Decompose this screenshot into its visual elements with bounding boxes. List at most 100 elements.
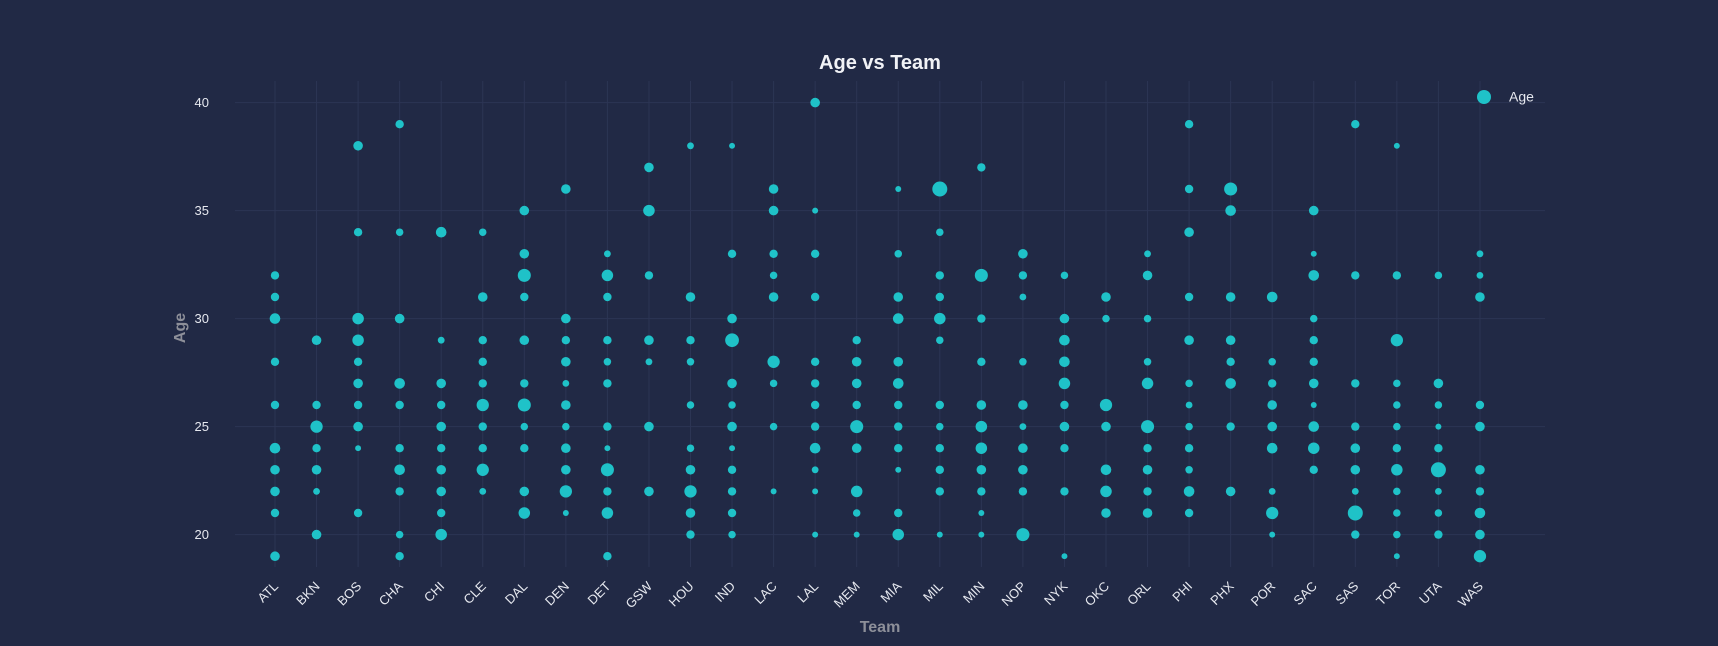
- data-point[interactable]: [1266, 442, 1278, 454]
- data-point[interactable]: [520, 379, 529, 388]
- data-point[interactable]: [729, 142, 736, 149]
- data-point[interactable]: [936, 336, 944, 344]
- data-point[interactable]: [562, 422, 570, 431]
- data-point[interactable]: [270, 486, 280, 497]
- data-point[interactable]: [1184, 184, 1194, 194]
- data-point[interactable]: [1350, 443, 1361, 453]
- data-point[interactable]: [476, 398, 489, 412]
- data-point[interactable]: [352, 334, 364, 346]
- data-point[interactable]: [559, 485, 572, 498]
- data-point[interactable]: [1185, 422, 1193, 431]
- data-point[interactable]: [437, 444, 446, 453]
- data-point[interactable]: [1184, 335, 1194, 345]
- data-point[interactable]: [1143, 358, 1152, 366]
- data-point[interactable]: [686, 401, 695, 409]
- data-point[interactable]: [562, 510, 569, 516]
- data-point[interactable]: [1225, 335, 1236, 345]
- data-point[interactable]: [1309, 465, 1318, 474]
- data-point[interactable]: [643, 204, 655, 217]
- data-point[interactable]: [603, 552, 612, 561]
- data-point[interactable]: [310, 420, 323, 433]
- data-point[interactable]: [1393, 142, 1400, 149]
- data-point[interactable]: [1392, 271, 1402, 280]
- data-point[interactable]: [894, 400, 903, 410]
- data-point[interactable]: [436, 378, 446, 389]
- data-point[interactable]: [895, 466, 902, 473]
- data-point[interactable]: [1142, 270, 1153, 281]
- data-point[interactable]: [1308, 378, 1319, 389]
- data-point[interactable]: [520, 444, 529, 453]
- data-point[interactable]: [1141, 377, 1154, 390]
- data-point[interactable]: [1142, 508, 1153, 518]
- data-point[interactable]: [601, 269, 614, 282]
- data-point[interactable]: [935, 444, 944, 453]
- data-point[interactable]: [1308, 421, 1320, 432]
- data-point[interactable]: [1184, 292, 1194, 302]
- data-point[interactable]: [1059, 313, 1070, 324]
- data-point[interactable]: [1184, 120, 1194, 129]
- data-point[interactable]: [1059, 334, 1070, 346]
- data-point[interactable]: [1183, 486, 1195, 497]
- data-point[interactable]: [1269, 531, 1276, 538]
- data-point[interactable]: [1019, 358, 1027, 366]
- data-point[interactable]: [932, 181, 948, 197]
- data-point[interactable]: [436, 486, 446, 497]
- data-point[interactable]: [353, 357, 363, 366]
- data-point[interactable]: [1143, 444, 1152, 453]
- data-point[interactable]: [1434, 401, 1443, 409]
- data-point[interactable]: [355, 445, 362, 452]
- data-point[interactable]: [1393, 553, 1400, 560]
- data-point[interactable]: [1393, 530, 1401, 539]
- data-point[interactable]: [810, 379, 820, 388]
- data-point[interactable]: [1350, 465, 1361, 475]
- data-point[interactable]: [1308, 270, 1320, 281]
- data-point[interactable]: [437, 508, 446, 518]
- data-point[interactable]: [769, 271, 778, 280]
- data-point[interactable]: [1435, 423, 1442, 430]
- data-point[interactable]: [1018, 400, 1028, 410]
- data-point[interactable]: [1225, 378, 1236, 389]
- data-point[interactable]: [353, 421, 363, 432]
- data-point[interactable]: [894, 422, 903, 431]
- data-point[interactable]: [519, 205, 530, 216]
- data-point[interactable]: [353, 141, 363, 151]
- data-point[interactable]: [353, 508, 363, 518]
- data-point[interactable]: [561, 400, 571, 410]
- data-point[interactable]: [395, 487, 404, 496]
- data-point[interactable]: [1309, 336, 1318, 345]
- data-point[interactable]: [1308, 205, 1319, 216]
- data-point[interactable]: [436, 421, 446, 432]
- data-point[interactable]: [520, 422, 529, 431]
- data-point[interactable]: [1476, 250, 1484, 258]
- data-point[interactable]: [812, 531, 819, 538]
- data-point[interactable]: [1224, 182, 1238, 196]
- data-point[interactable]: [1016, 528, 1030, 542]
- data-point[interactable]: [311, 335, 322, 345]
- data-point[interactable]: [1060, 400, 1069, 410]
- data-point[interactable]: [520, 292, 529, 302]
- data-point[interactable]: [1430, 462, 1446, 478]
- data-point[interactable]: [476, 463, 489, 476]
- data-point[interactable]: [974, 268, 988, 282]
- data-point[interactable]: [1267, 400, 1277, 410]
- data-point[interactable]: [437, 400, 446, 410]
- data-point[interactable]: [1102, 314, 1110, 323]
- data-point[interactable]: [1141, 420, 1155, 434]
- data-point[interactable]: [270, 271, 280, 280]
- data-point[interactable]: [1393, 422, 1401, 431]
- data-point[interactable]: [1142, 465, 1153, 475]
- data-point[interactable]: [311, 529, 322, 540]
- data-point[interactable]: [435, 528, 447, 541]
- data-point[interactable]: [977, 357, 986, 366]
- data-point[interactable]: [894, 508, 903, 518]
- data-point[interactable]: [1310, 402, 1317, 408]
- data-point[interactable]: [1143, 487, 1152, 496]
- data-point[interactable]: [935, 400, 944, 410]
- data-point[interactable]: [1434, 271, 1443, 280]
- data-point[interactable]: [395, 400, 404, 410]
- data-point[interactable]: [769, 249, 778, 258]
- data-point[interactable]: [270, 508, 280, 518]
- data-point[interactable]: [853, 531, 860, 538]
- data-point[interactable]: [1434, 509, 1443, 517]
- data-point[interactable]: [1434, 444, 1443, 453]
